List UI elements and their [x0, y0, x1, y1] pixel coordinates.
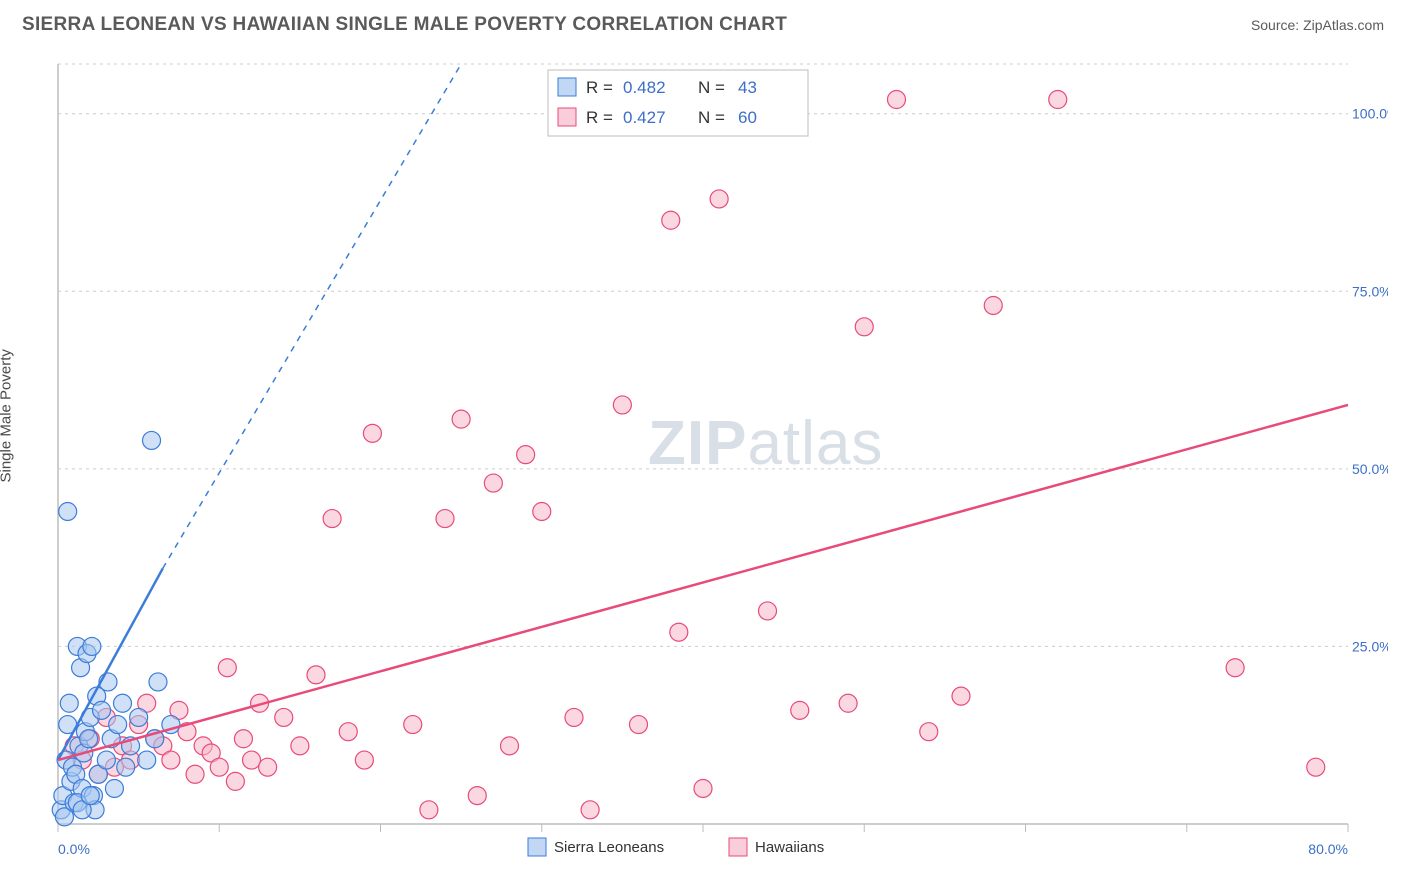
svg-text:80.0%: 80.0%	[1308, 841, 1348, 857]
svg-text:0.482: 0.482	[623, 78, 666, 97]
data-point	[468, 787, 486, 805]
data-point	[420, 801, 438, 819]
data-point	[234, 730, 252, 748]
data-point	[117, 758, 135, 776]
data-point	[243, 751, 261, 769]
chart-container: Single Male Poverty ZIPatlas 0.0% 80.0% 2…	[0, 44, 1406, 894]
svg-text:0.427: 0.427	[623, 108, 666, 127]
data-point	[791, 701, 809, 719]
data-point	[670, 623, 688, 641]
data-point	[93, 701, 111, 719]
data-point	[162, 751, 180, 769]
data-point	[275, 708, 293, 726]
data-point	[83, 637, 101, 655]
data-point	[218, 659, 236, 677]
data-point	[114, 694, 132, 712]
data-point	[226, 772, 244, 790]
data-point	[920, 723, 938, 741]
data-point	[710, 190, 728, 208]
data-point	[323, 510, 341, 528]
data-point	[149, 673, 167, 691]
data-point	[855, 318, 873, 336]
data-point	[517, 446, 535, 464]
trend-extrapolation	[163, 64, 461, 568]
data-point	[339, 723, 357, 741]
data-point	[307, 666, 325, 684]
data-point	[581, 801, 599, 819]
data-point	[60, 694, 78, 712]
data-point	[80, 730, 98, 748]
svg-text:60: 60	[738, 108, 757, 127]
data-point	[565, 708, 583, 726]
svg-text:75.0%: 75.0%	[1352, 283, 1388, 299]
data-point	[363, 424, 381, 442]
data-point	[533, 502, 551, 520]
data-point	[143, 431, 161, 449]
scatter-chart: ZIPatlas 0.0% 80.0% 25.0% 50.0% 75.0% 100.0%…	[48, 44, 1388, 894]
data-point	[186, 765, 204, 783]
data-point	[984, 296, 1002, 314]
svg-text:R =: R =	[586, 78, 613, 97]
data-point	[355, 751, 373, 769]
data-point	[452, 410, 470, 428]
svg-text:100.0%: 100.0%	[1352, 106, 1388, 122]
data-point	[759, 602, 777, 620]
legend-correlation: R = 0.482 N = 43 R = 0.427 N = 60	[548, 70, 808, 136]
legend-label: Sierra Leoneans	[554, 839, 664, 856]
data-point	[404, 716, 422, 734]
svg-text:0.0%: 0.0%	[58, 841, 90, 857]
legend-label: Hawaiians	[755, 839, 824, 856]
data-point	[1307, 758, 1325, 776]
svg-text:43: 43	[738, 78, 757, 97]
data-point	[888, 91, 906, 109]
data-point	[694, 779, 712, 797]
legend-series: Sierra Leoneans Hawaiians	[528, 838, 824, 856]
svg-text:N =: N =	[698, 108, 725, 127]
data-point	[105, 779, 123, 797]
data-point	[210, 758, 228, 776]
svg-text:50.0%: 50.0%	[1352, 461, 1388, 477]
data-point	[109, 716, 127, 734]
data-point	[130, 708, 148, 726]
source-label: Source: ZipAtlas.com	[1251, 17, 1384, 33]
data-point	[1049, 91, 1067, 109]
svg-text:N =: N =	[698, 78, 725, 97]
watermark: ZIPatlas	[648, 409, 883, 478]
data-point	[259, 758, 277, 776]
data-point	[59, 502, 77, 520]
data-point	[630, 716, 648, 734]
data-point	[81, 787, 99, 805]
legend-swatch	[729, 838, 747, 856]
data-point	[952, 687, 970, 705]
data-point	[839, 694, 857, 712]
data-point	[662, 211, 680, 229]
data-point	[138, 751, 156, 769]
data-point	[291, 737, 309, 755]
chart-title: SIERRA LEONEAN VS HAWAIIAN SINGLE MALE P…	[22, 14, 787, 36]
svg-text:R =: R =	[586, 108, 613, 127]
data-point	[436, 510, 454, 528]
legend-swatch	[528, 838, 546, 856]
data-point	[501, 737, 519, 755]
data-point	[97, 751, 115, 769]
data-point	[613, 396, 631, 414]
data-point	[484, 474, 502, 492]
data-point	[1226, 659, 1244, 677]
y-axis-label: Single Male Poverty	[0, 349, 15, 482]
svg-text:25.0%: 25.0%	[1352, 638, 1388, 654]
